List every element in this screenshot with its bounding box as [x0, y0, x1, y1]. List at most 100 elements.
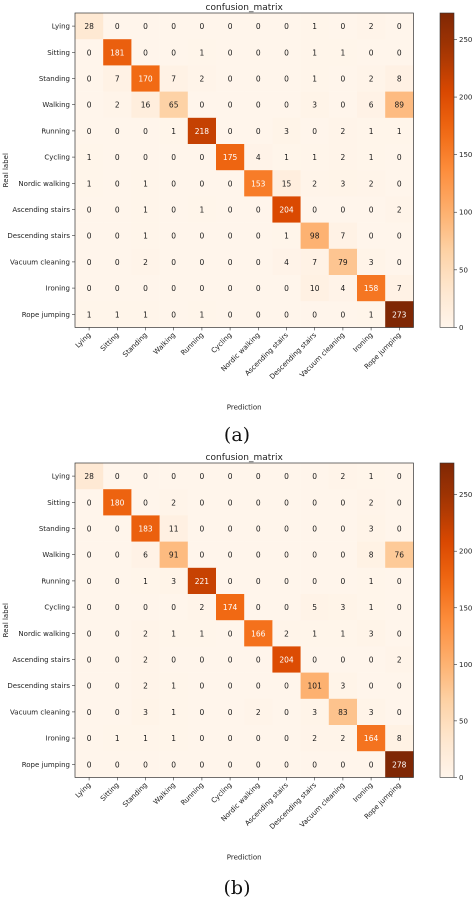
cell-value-label: 0 [369, 682, 374, 691]
y-tick-label: Nordic walking [18, 630, 70, 638]
cell-value-label: 0 [87, 525, 92, 534]
cell-value-label: 0 [397, 179, 402, 188]
heatmap-cell [385, 39, 414, 66]
cell-value-label: 3 [143, 708, 148, 717]
cell-value-label: 0 [228, 629, 233, 638]
cell-value-label: 0 [312, 551, 317, 560]
cell-value-label: 0 [256, 577, 261, 586]
cell-value-label: 79 [338, 258, 348, 267]
y-tick-label: Rope jumping [22, 761, 70, 769]
heatmap-cell [159, 65, 189, 92]
cell-value-label: 0 [87, 551, 92, 560]
cell-value-label: 0 [341, 656, 346, 665]
cell-value-label: 0 [312, 577, 317, 586]
cell-value-label: 1 [200, 206, 205, 215]
cell-value-label: 0 [256, 232, 261, 241]
heatmap-cell [159, 463, 189, 490]
cell-value-label: 0 [256, 734, 261, 743]
cell-value-label: 0 [256, 127, 261, 136]
heatmap-cell [75, 222, 104, 250]
chart-title: confusion_matrix [206, 453, 284, 463]
heatmap-cell [216, 91, 245, 119]
cell-value-label: 2 [312, 734, 317, 743]
heatmap-cell [103, 515, 132, 542]
x-tick-label: Walking [152, 331, 177, 356]
heatmap-cell [75, 620, 104, 647]
heatmap-cell [103, 541, 132, 569]
cell-value-label: 0 [200, 179, 205, 188]
heatmap-cell [216, 13, 245, 40]
heatmap-cell [328, 489, 358, 516]
heatmap-cell [300, 91, 330, 119]
heatmap-cell [300, 751, 330, 778]
heatmap-cell [385, 751, 414, 778]
heatmap-cell [300, 65, 330, 92]
heatmap-cell [131, 91, 160, 119]
heatmap-cell [300, 39, 330, 66]
cell-value-label: 3 [341, 179, 346, 188]
heatmap-cell [385, 567, 414, 595]
heatmap-cell [244, 39, 273, 66]
heatmap-cell [159, 301, 189, 328]
colorbar-tick-label: 250 [459, 491, 472, 499]
heatmap-cell [187, 646, 217, 673]
cell-value-label: 0 [369, 48, 374, 57]
x-tick-label: Sitting [99, 781, 121, 803]
heatmap-cell [272, 541, 301, 569]
colorbar-tick-label: 100 [459, 661, 472, 669]
y-tick-label: Rope jumping [22, 311, 70, 319]
cell-value-label: 0 [256, 22, 261, 31]
cell-value-label: 1 [200, 310, 205, 319]
heatmap-cell [103, 463, 132, 490]
cell-value-label: 0 [143, 284, 148, 293]
cell-value-label: 7 [171, 75, 176, 84]
heatmap-cell [216, 725, 245, 752]
cell-value-label: 4 [341, 284, 346, 293]
x-axis-label: Prediction [227, 853, 262, 861]
cell-value-label: 2 [312, 179, 317, 188]
heatmap-cell [385, 91, 414, 119]
heatmap-cell [131, 646, 160, 673]
heatmap-cell [385, 463, 414, 490]
heatmap-cell [357, 301, 386, 328]
cell-value-label: 11 [169, 525, 179, 534]
cell-value-label: 0 [256, 525, 261, 534]
cell-value-label: 7 [341, 232, 346, 241]
heatmap-cell [103, 275, 132, 302]
heatmap-cell [244, 515, 273, 542]
cell-value-label: 1 [143, 206, 148, 215]
heatmap-cell [159, 725, 189, 752]
plot-frame [74, 12, 414, 328]
cell-value-label: 0 [115, 153, 120, 162]
cell-value-label: 181 [110, 48, 125, 57]
cell-value-label: 0 [200, 232, 205, 241]
heatmap-cell [75, 646, 104, 673]
heatmap-cell [328, 170, 358, 197]
heatmap-cell [300, 301, 330, 328]
heatmap-cell [328, 594, 358, 621]
cell-value-label: 0 [171, 22, 176, 31]
heatmap-cell [328, 222, 358, 250]
cell-value-label: 0 [200, 760, 205, 769]
heatmap-cell [103, 301, 132, 328]
heatmap-cell [300, 222, 330, 250]
heatmap-cell [272, 170, 301, 197]
heatmap-cell [131, 620, 160, 647]
cell-value-label: 0 [284, 310, 289, 319]
heatmap-cell [357, 698, 386, 726]
cell-value-label: 1 [143, 179, 148, 188]
cell-value-label: 6 [143, 551, 148, 560]
heatmap-cell [357, 725, 386, 752]
heatmap-cell [328, 672, 358, 700]
heatmap-cell [272, 698, 301, 726]
heatmap-cell [187, 170, 217, 197]
heatmap-cell [300, 196, 330, 223]
heatmap-cell [244, 751, 273, 778]
cell-value-label: 0 [228, 127, 233, 136]
cell-value-label: 3 [341, 682, 346, 691]
colorbar-tick-label: 0 [459, 774, 463, 782]
heatmap-cell [244, 646, 273, 673]
heatmap-cell [159, 170, 189, 197]
cell-value-label: 1 [312, 22, 317, 31]
heatmap-cell [103, 751, 132, 778]
